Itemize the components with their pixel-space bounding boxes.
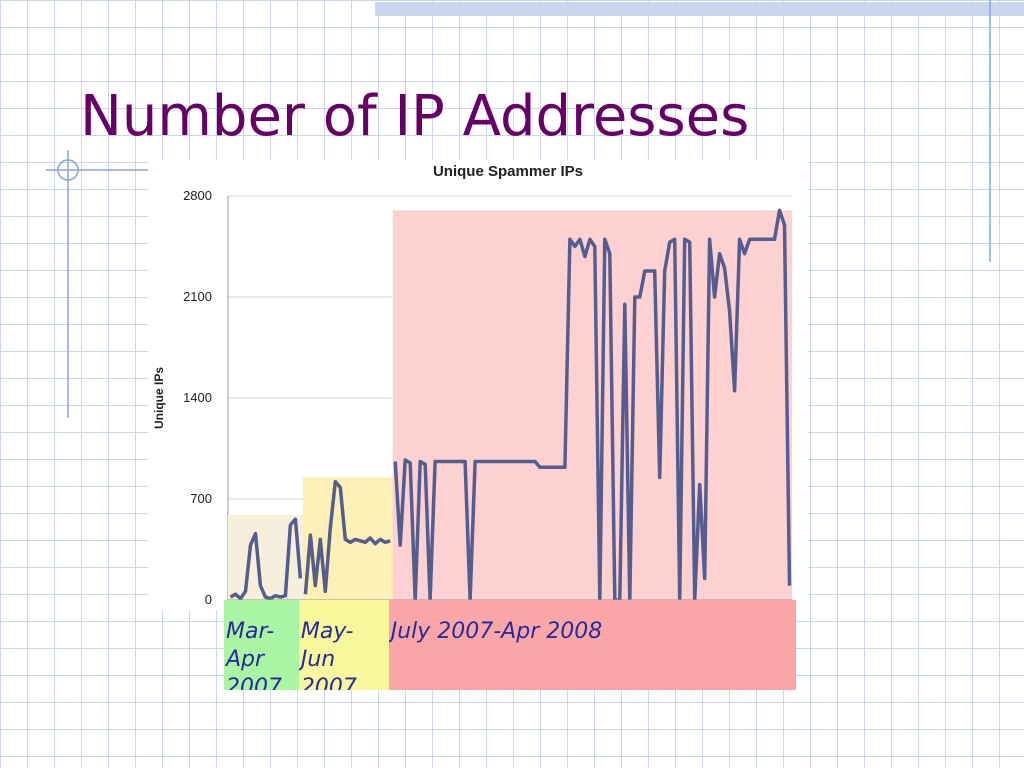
period-label: May-Jun 2007 bbox=[298, 600, 389, 690]
chart-title: Unique Spammer IPs bbox=[433, 163, 583, 180]
y-tick-label: 0 bbox=[205, 592, 212, 607]
y-axis-label: Unique IPs bbox=[152, 367, 166, 429]
data-line bbox=[303, 479, 391, 595]
y-tick-label: 1400 bbox=[183, 390, 212, 405]
y-tick-label: 700 bbox=[190, 491, 212, 506]
period-label: July 2007-Apr 2008 bbox=[388, 600, 796, 690]
data-line bbox=[229, 517, 303, 601]
period-shade bbox=[302, 477, 393, 600]
y-tick-label: 2800 bbox=[183, 188, 212, 203]
decoration bbox=[57, 159, 79, 181]
period-shade bbox=[392, 210, 792, 600]
y-tick-label: 2100 bbox=[183, 289, 212, 304]
period-label: Mar-Apr 2007 bbox=[224, 600, 299, 690]
data-line bbox=[393, 208, 792, 602]
slide-title: Number of IP Addresses bbox=[80, 84, 750, 149]
